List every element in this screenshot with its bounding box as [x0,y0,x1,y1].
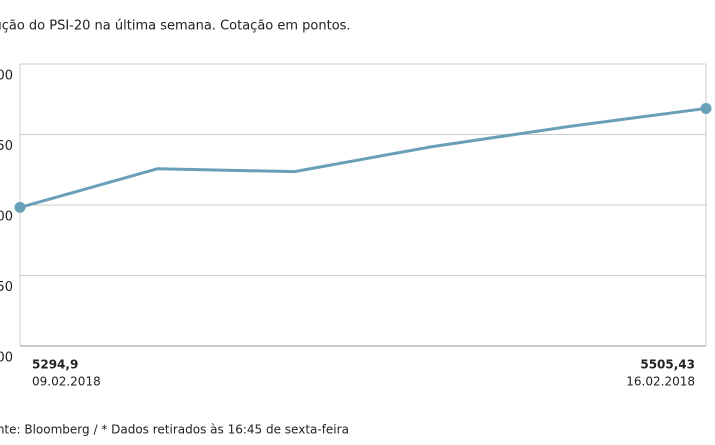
x-tick-label: 09.02.2018 [32,375,101,389]
value-label: 5294,9 [32,358,78,372]
y-tick-label: 5600 [0,69,13,84]
line-series [19,106,707,209]
x-tick-label: 16.02.2018 [626,375,695,389]
y-tick-label: 5300 [0,210,13,225]
y-tick-label: 5150 [0,280,13,295]
source-note: Fonte: Bloomberg / * Dados retirados às … [0,423,349,437]
value-label: 5505,43 [640,358,695,372]
end-marker [14,201,26,213]
end-marker [700,102,712,114]
chart-title: Evolução do PSI-20 na última semana. Cot… [0,19,351,34]
y-tick-label: 5450 [0,139,13,154]
